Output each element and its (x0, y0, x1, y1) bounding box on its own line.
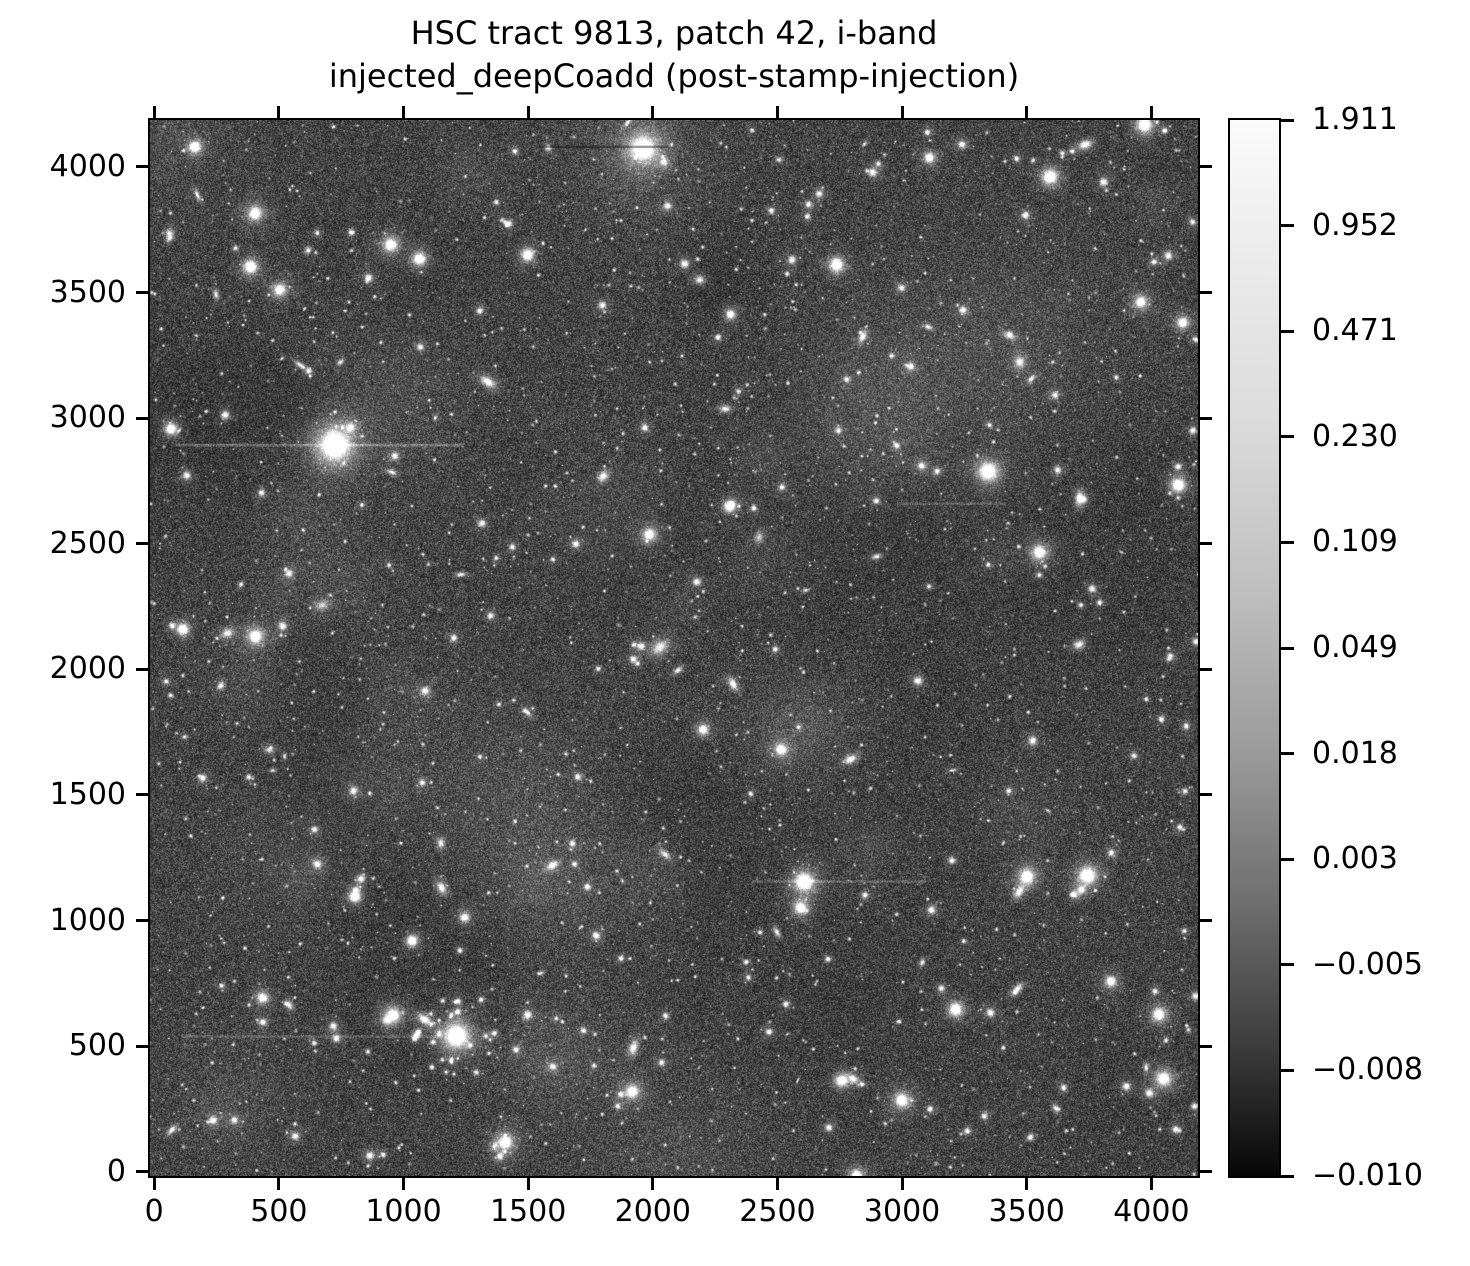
y-tick-mark-left (136, 919, 148, 923)
x-tick-mark-bottom (775, 1178, 779, 1190)
y-tick-label: 1500 (49, 776, 126, 812)
colorbar-tick-mark (1281, 857, 1294, 861)
y-tick-mark-right (1200, 919, 1212, 923)
y-tick-mark-right (1200, 793, 1212, 797)
x-tick-mark-bottom (277, 1178, 281, 1190)
x-tick-mark-bottom (1149, 1178, 1153, 1190)
x-tick-label: 2500 (739, 1194, 816, 1229)
x-tick-mark-top (900, 106, 904, 118)
x-tick-label: 1000 (365, 1194, 442, 1229)
y-tick-mark-right (1200, 667, 1212, 671)
y-tick-mark-left (136, 667, 148, 671)
colorbar-tick-label: 1.911 (1312, 102, 1398, 137)
y-tick-mark-left (136, 291, 148, 295)
x-tick-label: 500 (250, 1194, 308, 1229)
y-tick-mark-left (136, 165, 148, 169)
x-tick-mark-top (775, 106, 779, 118)
colorbar-tick-label: −0.005 (1312, 946, 1424, 982)
x-tick-mark-top (1025, 106, 1029, 118)
colorbar-tick-mark (1281, 963, 1294, 967)
y-tick-mark-right (1200, 291, 1212, 295)
x-tick-mark-top (402, 106, 406, 118)
y-tick-label: 0 (106, 1153, 126, 1189)
y-tick-label: 2500 (49, 525, 126, 561)
colorbar-tick-mark (1281, 118, 1294, 122)
colorbar-tick-label: 0.049 (1312, 630, 1398, 665)
y-tick-mark-right (1200, 1044, 1212, 1048)
x-tick-mark-bottom (152, 1178, 156, 1190)
y-tick-mark-left (136, 542, 148, 546)
y-tick-mark-left (136, 1170, 148, 1174)
colorbar-tick-label: −0.008 (1312, 1052, 1424, 1088)
x-tick-mark-bottom (1025, 1178, 1029, 1190)
x-tick-mark-top (1149, 106, 1153, 118)
y-tick-mark-left (136, 793, 148, 797)
colorbar-tick-mark (1281, 329, 1294, 333)
image-axes (148, 118, 1200, 1178)
colorbar-tick-label: 0.230 (1312, 418, 1398, 454)
y-tick-label: 1000 (49, 902, 126, 938)
title-line2: injected_deepCoadd (post-stamp-injection… (328, 57, 1020, 95)
colorbar-tick-mark (1281, 752, 1294, 756)
y-tick-mark-left (136, 416, 148, 420)
x-tick-mark-bottom (900, 1178, 904, 1190)
title-line1: HSC tract 9813, patch 42, i-band (410, 14, 938, 52)
y-tick-label: 4000 (49, 148, 126, 184)
colorbar-gradient (1228, 118, 1281, 1178)
y-tick-mark-right (1200, 1170, 1212, 1174)
x-tick-label: 3000 (863, 1194, 941, 1229)
x-tick-label: 2000 (614, 1194, 691, 1229)
colorbar-tick-label: 0.952 (1312, 207, 1398, 243)
x-tick-mark-bottom (651, 1178, 655, 1190)
x-tick-mark-bottom (526, 1178, 530, 1190)
colorbar-tick-mark (1281, 1068, 1294, 1072)
y-tick-label: 3000 (49, 400, 126, 436)
y-tick-label: 3500 (49, 274, 126, 310)
colorbar-tick-label: 0.109 (1312, 524, 1398, 560)
x-tick-label: 0 (144, 1194, 164, 1229)
colorbar-tick-mark (1281, 435, 1294, 439)
figure-title: HSC tract 9813, patch 42, i-band injecte… (148, 12, 1200, 98)
y-tick-mark-right (1200, 165, 1212, 169)
x-tick-label: 4000 (1113, 1194, 1190, 1229)
colorbar-tick-mark (1281, 540, 1294, 544)
x-tick-mark-top (651, 106, 655, 118)
y-tick-mark-left (136, 1044, 148, 1048)
colorbar-tick-mark (1281, 224, 1294, 228)
x-tick-mark-top (526, 106, 530, 118)
colorbar-tick-label: −0.010 (1312, 1158, 1424, 1193)
y-tick-mark-right (1200, 542, 1212, 546)
x-tick-mark-top (152, 106, 156, 118)
x-tick-mark-top (277, 106, 281, 118)
colorbar-tick-label: 0.003 (1312, 841, 1398, 877)
y-tick-mark-right (1200, 416, 1212, 420)
x-tick-mark-bottom (402, 1178, 406, 1190)
colorbar-tick-label: 0.018 (1312, 735, 1398, 771)
colorbar-tick-label: 0.471 (1312, 313, 1398, 349)
y-tick-label: 500 (68, 1028, 126, 1064)
colorbar-tick-mark (1281, 646, 1294, 650)
coadd-image-canvas (150, 120, 1198, 1176)
y-tick-label: 2000 (49, 651, 126, 687)
x-tick-label: 3500 (988, 1194, 1065, 1229)
colorbar-tick-mark (1281, 1174, 1294, 1178)
x-tick-label: 1500 (489, 1194, 567, 1229)
